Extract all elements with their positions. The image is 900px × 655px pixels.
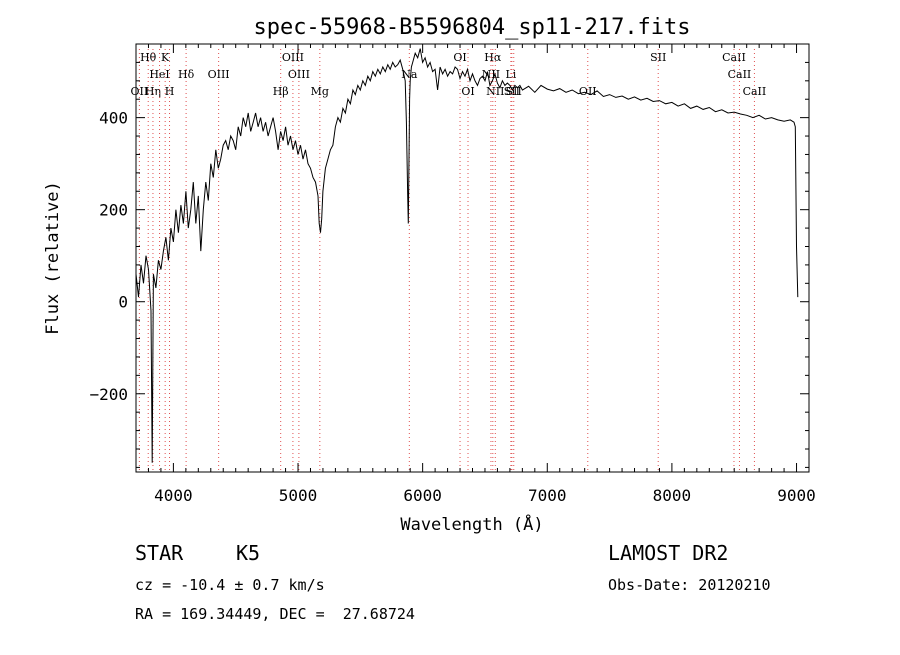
x-tick-label: 6000 (403, 486, 442, 505)
line-marker-label: OIII (288, 68, 310, 81)
x-tick-label: 8000 (653, 486, 692, 505)
object-class: STAR (135, 541, 184, 565)
line-marker-label: OI (461, 85, 474, 98)
y-tick-label: 0 (118, 293, 128, 312)
y-axis-label: Flux (relative) (43, 181, 63, 335)
line-marker-label: Li (505, 68, 516, 81)
chart-title: spec-55968-B5596804_sp11-217.fits (253, 15, 690, 40)
line-marker-label: CaII (728, 68, 752, 81)
line-marker-label: OIII (282, 51, 304, 64)
y-tick-label: 200 (99, 201, 128, 220)
line-marker-label: Hη (145, 85, 161, 98)
line-marker-label: CaII (743, 85, 767, 98)
x-tick-label: 9000 (777, 486, 816, 505)
line-marker-label: OII (579, 85, 597, 98)
cz-value: cz = -10.4 ± 0.7 km/s (135, 576, 325, 594)
survey-name: LAMOST DR2 (608, 541, 728, 565)
line-marker-label: H (165, 85, 175, 98)
y-tick-label: 400 (99, 109, 128, 128)
x-tick-label: 4000 (154, 486, 193, 505)
spectrum-line (135, 48, 799, 463)
x-axis-label: Wavelength (Å) (400, 513, 543, 535)
line-marker-label: HeI (149, 68, 169, 81)
line-marker-label: K (161, 51, 170, 64)
line-marker-label: SII (506, 85, 522, 98)
y-tick-label: −200 (89, 385, 128, 404)
line-marker-label: Hβ (273, 85, 289, 98)
line-marker-label: OIII (208, 68, 230, 81)
ra-dec: RA = 169.34449, DEC = 27.68724 (135, 605, 415, 623)
line-marker-label: OII (131, 85, 149, 98)
line-marker-label: Mg (311, 85, 329, 98)
x-tick-label: 5000 (279, 486, 318, 505)
line-marker-label: OI (453, 51, 466, 64)
line-marker-label: Hα (484, 51, 502, 64)
line-marker-label: SII (504, 85, 520, 98)
line-marker-label: NII (486, 85, 504, 98)
obs-date: Obs-Date: 20120210 (608, 576, 771, 594)
line-marker-label: SII (650, 51, 666, 64)
line-marker-label: Hδ (178, 68, 195, 81)
x-tick-label: 7000 (528, 486, 567, 505)
line-marker-label: Na (401, 68, 418, 81)
line-marker-label: CaII (722, 51, 746, 64)
line-marker-label: Hθ (140, 51, 157, 64)
spectral-subclass: K5 (236, 541, 260, 565)
